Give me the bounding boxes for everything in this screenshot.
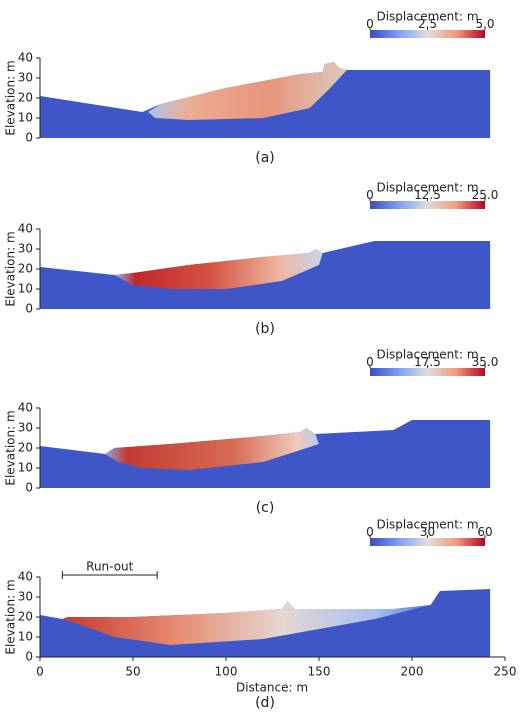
x-tick-label: 250 xyxy=(494,665,517,679)
colorbar-title: Displacement: m xyxy=(376,348,478,362)
x-tick-label: 150 xyxy=(308,665,331,679)
y-axis-label: Elevation: m xyxy=(4,579,18,654)
colorbar-tick-label: 0 xyxy=(366,355,374,369)
x-tick-label: 0 xyxy=(36,665,44,679)
colorbar-tick-label: 5.0 xyxy=(475,17,494,31)
colorbar xyxy=(370,368,485,376)
y-tick-label: 20 xyxy=(18,441,33,455)
colorbar-tick-label: 12.5 xyxy=(414,188,441,202)
colorbar-tick-label: 30 xyxy=(420,525,435,539)
slide-mass xyxy=(114,249,323,289)
slide-mass xyxy=(147,62,347,120)
y-tick-label: 10 xyxy=(18,111,33,125)
y-tick-label: 30 xyxy=(18,71,33,85)
y-tick-label: 0 xyxy=(25,131,33,145)
y-axis-label: Elevation: m xyxy=(4,231,18,306)
y-tick-label: 30 xyxy=(18,421,33,435)
y-tick-label: 0 xyxy=(25,481,33,495)
panel-label: (c) xyxy=(256,500,275,516)
colorbar-title: Displacement: m xyxy=(376,518,478,532)
colorbar-tick-label: 0 xyxy=(366,525,374,539)
y-tick-label: 10 xyxy=(18,461,33,475)
colorbar-tick-label: 2.5 xyxy=(418,17,437,31)
panel-label: (b) xyxy=(255,321,275,337)
y-tick-label: 40 xyxy=(18,401,33,415)
colorbar-tick-label: 17.5 xyxy=(414,355,441,369)
y-tick-label: 0 xyxy=(25,302,33,316)
y-tick-label: 10 xyxy=(18,282,33,296)
colorbar-tick-label: 35.0 xyxy=(472,355,499,369)
y-tick-label: 20 xyxy=(18,262,33,276)
slide-mass xyxy=(105,428,319,470)
colorbar-tick-label: 25.0 xyxy=(472,188,499,202)
colorbar xyxy=(370,30,485,38)
x-tick-label: 200 xyxy=(401,665,424,679)
y-tick-label: 40 xyxy=(18,51,33,65)
y-tick-label: 40 xyxy=(18,222,33,236)
colorbar-tick-label: 0 xyxy=(366,17,374,31)
y-tick-label: 20 xyxy=(18,91,33,105)
panel-label: (a) xyxy=(255,150,275,166)
colorbar-title: Displacement: m xyxy=(376,181,478,195)
panel-label: (d) xyxy=(255,695,275,711)
colorbar xyxy=(370,201,485,209)
colorbar-tick-label: 0 xyxy=(366,188,374,202)
y-tick-label: 20 xyxy=(18,610,33,624)
slide-mass xyxy=(62,601,431,645)
x-tick-label: 100 xyxy=(215,665,238,679)
x-axis-label: Distance: m xyxy=(236,681,308,695)
colorbar-tick-label: 60 xyxy=(477,525,492,539)
colorbar xyxy=(370,538,485,546)
y-tick-label: 0 xyxy=(25,650,33,664)
y-axis-label: Elevation: m xyxy=(4,410,18,485)
x-tick-label: 50 xyxy=(125,665,140,679)
y-tick-label: 10 xyxy=(18,630,33,644)
y-tick-label: 40 xyxy=(18,570,33,584)
y-axis-label: Elevation: m xyxy=(4,60,18,135)
y-tick-label: 30 xyxy=(18,590,33,604)
y-tick-label: 30 xyxy=(18,242,33,256)
colorbar-title: Displacement: m xyxy=(376,10,478,24)
annotation: Run-out xyxy=(86,560,134,574)
